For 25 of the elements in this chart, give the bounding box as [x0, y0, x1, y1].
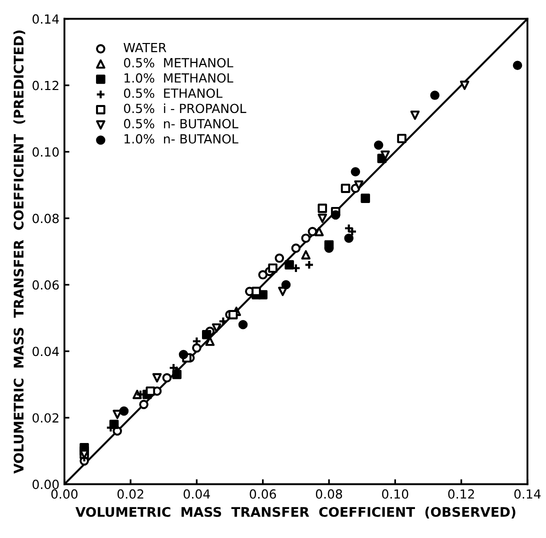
x-axis-title: VOLUMETRIC MASS TRANSFER COEFFICIENT (OBSERVED) [75, 506, 516, 518]
x-tick-label: 0.10 [382, 489, 408, 499]
x-tick-label: 0.08 [316, 489, 342, 499]
y-tick-label: 0.00 [32, 480, 59, 490]
y-tick-label: 0.10 [32, 147, 59, 157]
x-tick-label: 0.12 [448, 489, 474, 499]
legend-label: 0.5% ETHANOL [124, 88, 222, 98]
legend-label: WATER [124, 42, 166, 52]
legend-label: 1.0% n- BUTANOL [124, 134, 238, 144]
legend-label: 1.0% METHANOL [124, 73, 234, 83]
x-tick-label: 0.02 [117, 489, 144, 499]
legend-label: 0.5% n- BUTANOL [124, 118, 238, 128]
legend-label: 0.5% METHANOL [124, 58, 234, 68]
y-tick-label: 0.06 [32, 280, 59, 290]
y-tick-label: 0.02 [32, 413, 58, 423]
y-tick-label: 0.14 [32, 14, 59, 24]
x-tick-label: 0.06 [250, 489, 276, 499]
y-tick-label: 0.08 [32, 214, 59, 224]
y-tick-label: 0.12 [32, 80, 58, 90]
x-tick-label: 0.00 [51, 489, 78, 499]
legend-label: 0.5% i - PROPANOL [124, 103, 246, 114]
x-tick-label: 0.04 [184, 489, 210, 499]
y-axis-title: VOLUMETRIC MASS TRANSFER COEFFICIENT (PREDICTED) [13, 30, 26, 474]
y-tick-label: 0.04 [32, 346, 59, 356]
x-tick-label: 0.14 [514, 489, 541, 499]
